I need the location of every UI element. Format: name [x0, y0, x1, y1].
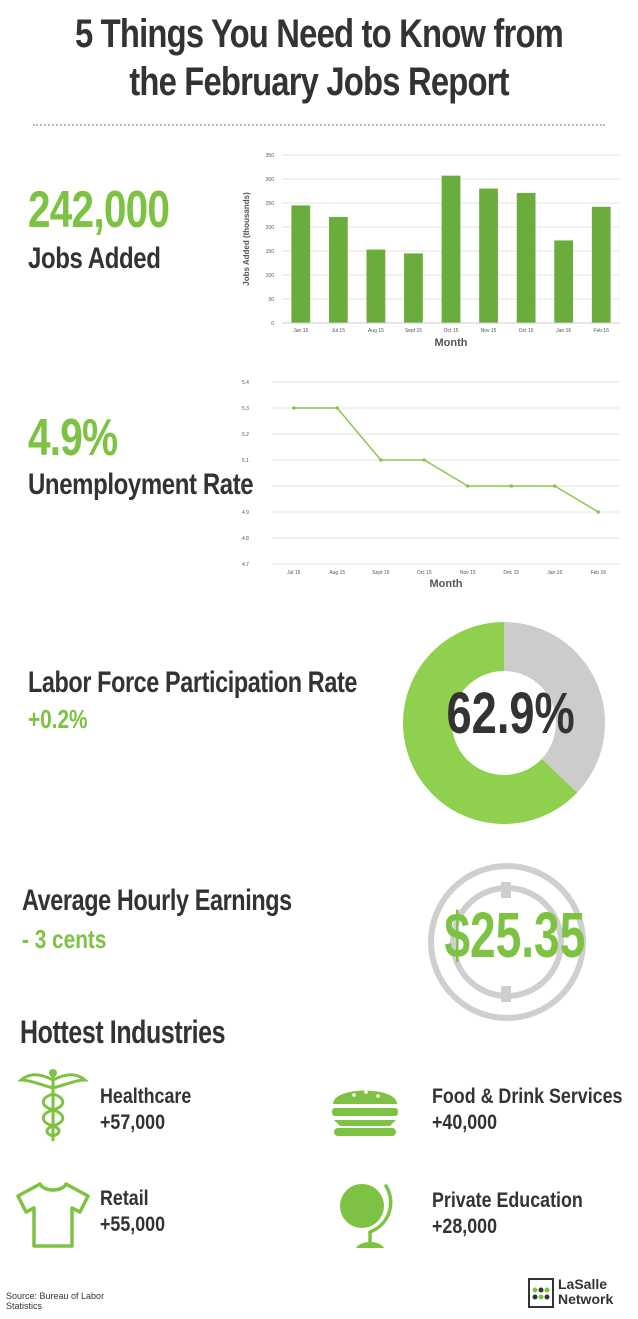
- participation-donut-chart: [403, 622, 605, 824]
- data-point: [335, 406, 339, 410]
- participation-change: +0.2%: [28, 704, 88, 734]
- x-tick-label: Jan 16: [547, 570, 562, 576]
- x-tick-label: Nov 15: [481, 328, 497, 334]
- y-tick-label: 5.2: [242, 432, 249, 438]
- y-tick-label: 150: [266, 249, 275, 255]
- bar: [366, 249, 386, 323]
- jobs-bar-chart: 0 50 100 150 200 250 300 350 Jan 15 Jul 15 Aug 15 S…: [242, 153, 620, 349]
- x-axis-label: Month: [430, 578, 463, 590]
- industry-healthcare: Healthcare +57,000: [100, 1085, 192, 1134]
- y-tick-label: 5.1: [242, 458, 249, 464]
- industries-heading: Hottest Industries: [20, 1014, 226, 1050]
- industry-retail: Retail +55,000: [100, 1187, 166, 1236]
- x-tick-label: Nov 15: [460, 570, 476, 576]
- y-tick-label: 4.7: [242, 562, 249, 568]
- caduceus-icon: [18, 1069, 88, 1142]
- bar: [328, 216, 348, 323]
- bar: [554, 240, 574, 323]
- y-axis-label: Jobs Added (thousands): [242, 192, 251, 286]
- coin-icon: [428, 863, 586, 1021]
- y-tick-label: 0: [271, 321, 274, 327]
- bar: [516, 192, 536, 323]
- earnings-label: Average Hourly Earnings: [22, 884, 292, 917]
- x-tick-label: Oct 15: [519, 328, 534, 334]
- x-tick-label: Sept 15: [372, 570, 389, 576]
- x-tick-label: Feb 16: [593, 328, 609, 334]
- unemployment-value: 4.9%: [28, 409, 118, 467]
- data-point: [292, 406, 296, 410]
- unemployment-line-chart: 4.7 4.8 4.9 5 5.1 5.2 5.3 5.4 Jul 15 Aug 15 Sept 1…: [242, 380, 620, 590]
- x-tick-label: Oct 15: [417, 570, 432, 576]
- burger-icon: [332, 1090, 398, 1136]
- logo-icon: [528, 1278, 554, 1308]
- title-line-2: the February Jobs Report: [129, 60, 509, 104]
- participation-value: 62.9%: [446, 681, 575, 746]
- jobs-label: Jobs Added: [28, 242, 161, 275]
- y-tick-label: 250: [266, 201, 275, 207]
- jobs-value: 242,000: [28, 181, 170, 239]
- bar: [479, 188, 498, 323]
- unemployment-label: Unemployment Rate: [28, 468, 254, 501]
- bar: [441, 175, 461, 323]
- data-point: [466, 484, 470, 488]
- donut-slice-participation: [403, 622, 578, 824]
- y-tick-label: 4.8: [242, 536, 249, 542]
- bar: [291, 205, 311, 323]
- x-tick-label: Aug 15: [329, 570, 345, 576]
- earnings-change: - 3 cents: [22, 924, 107, 954]
- x-tick-label: Jan 16: [556, 328, 571, 334]
- x-tick-label: Jul 15: [332, 328, 346, 334]
- donut-slice-remainder: [504, 622, 605, 793]
- tshirt-icon: [16, 1182, 90, 1248]
- x-tick-label: Dec 15: [503, 570, 519, 576]
- x-tick-label: Jan 15: [293, 328, 308, 334]
- y-tick-label: 50: [268, 297, 274, 303]
- y-tick-label: 350: [266, 153, 275, 159]
- logo-line-1: LaSalle: [558, 1276, 608, 1292]
- x-axis-label: Month: [435, 337, 468, 349]
- logo-line-2: Network: [558, 1291, 614, 1307]
- data-point: [509, 484, 513, 488]
- industry-private-education: Private Education +28,000: [432, 1189, 583, 1238]
- y-tick-label: 100: [266, 273, 275, 279]
- y-tick-label: 5.4: [242, 380, 249, 386]
- bar: [591, 206, 611, 323]
- globe-icon: [340, 1184, 393, 1248]
- y-tick-label: 5.3: [242, 406, 249, 412]
- bar: [404, 253, 423, 323]
- y-tick-label: 5: [242, 484, 245, 490]
- industry-food-drink: Food & Drink Services +40,000: [432, 1085, 623, 1134]
- data-point: [596, 510, 600, 514]
- y-tick-label: 300: [266, 177, 275, 183]
- dotted-divider: [33, 124, 605, 126]
- x-tick-label: Jul 15: [287, 570, 301, 576]
- page-title: 5 Things You Need to Know from the Febru…: [0, 10, 638, 106]
- data-point: [553, 484, 557, 488]
- x-tick-label: Oct 15: [444, 328, 459, 334]
- y-tick-label: 200: [266, 225, 275, 231]
- lasalle-logo: LaSalle Network: [528, 1277, 623, 1309]
- y-tick-label: 4.9: [242, 510, 249, 516]
- participation-label: Labor Force Participation Rate: [28, 666, 357, 699]
- data-point: [379, 458, 383, 462]
- series-line: [293, 407, 599, 513]
- x-tick-label: Feb 16: [590, 570, 606, 576]
- earnings-value: $25.35: [444, 899, 586, 971]
- source-note: Source: Bureau of Labor Statistics: [6, 1291, 105, 1311]
- data-point: [422, 458, 426, 462]
- x-tick-label: Sept 15: [405, 328, 422, 334]
- title-line-1: 5 Things You Need to Know from: [74, 12, 564, 56]
- x-tick-label: Aug 15: [368, 328, 384, 334]
